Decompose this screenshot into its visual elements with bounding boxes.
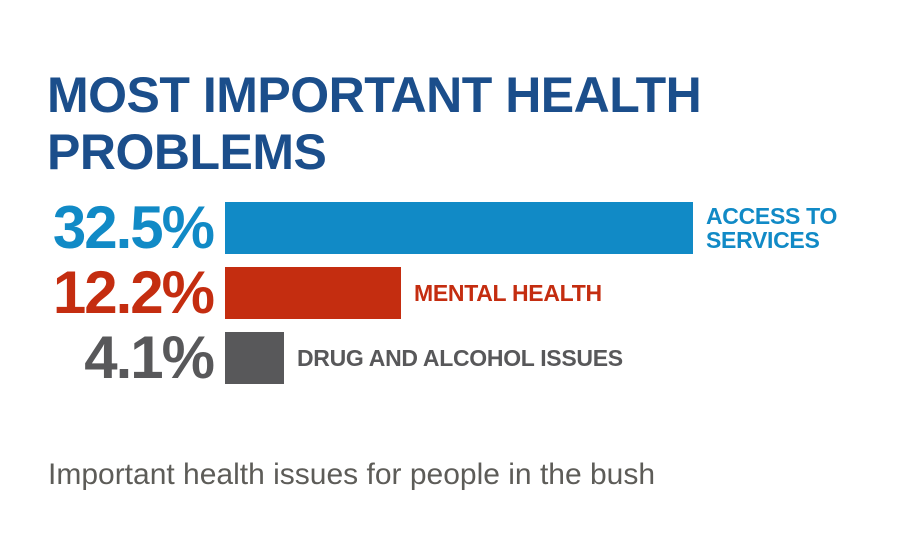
bar-category-label-line: MENTAL HEALTH <box>414 279 602 306</box>
bar-category-label-drug-and-alcohol-issues: DRUG AND ALCOHOL ISSUES <box>297 346 623 370</box>
bar-row-mental-health: 12.2% MENTAL HEALTH <box>40 259 900 326</box>
bar-category-label-line: SERVICES <box>706 227 820 253</box>
bar-value-drug-and-alcohol-issues: 4.1% <box>84 324 215 391</box>
page-title: MOST IMPORTANT HEALTH PROBLEMS <box>47 66 702 181</box>
bar-value-access-to-services: 32.5% <box>52 194 215 261</box>
bar-drug-and-alcohol-issues <box>225 332 284 384</box>
bar-category-label-line: ACCESS TO <box>706 202 838 229</box>
bar-category-label-mental-health: MENTAL HEALTH <box>414 281 602 305</box>
page-title-line-2: PROBLEMS <box>47 123 327 180</box>
bar-value-mental-health: 12.2% <box>52 259 215 326</box>
bar-row-drug-and-alcohol-issues: 4.1% DRUG AND ALCOHOL ISSUES <box>40 324 900 391</box>
page-title-line-1: MOST IMPORTANT HEALTH <box>47 66 702 123</box>
bar-mental-health <box>225 267 401 319</box>
chart-caption: Important health issues for people in th… <box>48 458 656 491</box>
bar-category-label-line: DRUG AND ALCOHOL ISSUES <box>297 344 623 371</box>
bar-category-label-access-to-services: ACCESS TO SERVICES <box>706 204 837 252</box>
bar-access-to-services <box>225 202 693 254</box>
bar-chart: 32.5% ACCESS TO SERVICES 12.2% MENTAL HE… <box>40 194 900 397</box>
bar-row-access-to-services: 32.5% ACCESS TO SERVICES <box>40 194 900 261</box>
